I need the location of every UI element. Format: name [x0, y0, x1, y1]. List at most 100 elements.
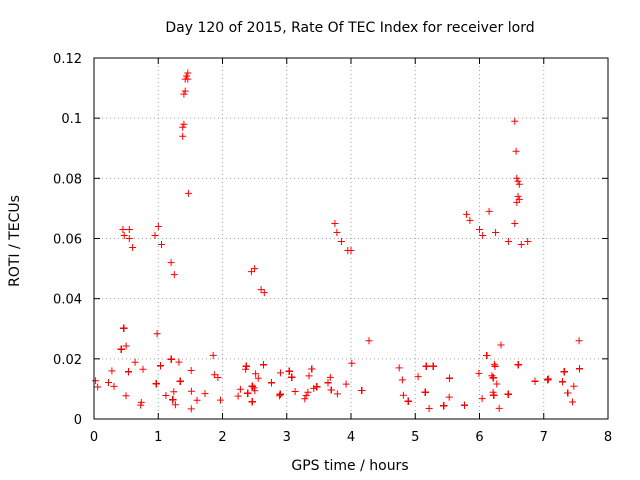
- data-point: [313, 383, 321, 391]
- data-point: [169, 396, 177, 404]
- data-point: [110, 382, 118, 390]
- data-point: [268, 379, 275, 387]
- data-point: [183, 72, 190, 80]
- data-point: [324, 379, 332, 387]
- data-point: [485, 207, 493, 215]
- data-point: [570, 382, 578, 390]
- data-point: [152, 380, 160, 388]
- data-point: [395, 364, 403, 372]
- x-tick-label: 6: [475, 430, 483, 445]
- data-point: [209, 351, 217, 359]
- data-points: [92, 69, 583, 413]
- data-point: [483, 352, 491, 359]
- data-point: [310, 384, 318, 392]
- data-point: [489, 388, 497, 396]
- data-point: [157, 362, 164, 370]
- data-point: [120, 232, 128, 239]
- data-point: [276, 392, 283, 400]
- data-point: [187, 367, 195, 374]
- data-point: [254, 374, 262, 382]
- data-point: [308, 365, 316, 373]
- data-point: [187, 405, 195, 413]
- data-point: [180, 120, 188, 128]
- data-point: [358, 387, 366, 394]
- data-point: [475, 369, 483, 377]
- data-point: [301, 395, 309, 403]
- x-axis-title: GPS time / hours: [291, 458, 408, 474]
- data-point: [125, 368, 132, 376]
- data-point: [531, 377, 539, 385]
- data-point: [429, 362, 437, 370]
- data-point: [514, 361, 522, 369]
- data-point: [158, 241, 165, 248]
- data-point: [560, 368, 568, 376]
- data-point: [399, 391, 407, 399]
- data-point: [288, 373, 296, 381]
- y-tick-label: 0.02: [53, 353, 82, 368]
- data-point: [151, 232, 159, 239]
- data-point: [404, 397, 412, 405]
- data-point: [260, 361, 267, 369]
- data-point: [463, 210, 471, 218]
- data-point: [466, 216, 474, 224]
- data-point: [365, 337, 373, 345]
- data-point: [171, 401, 179, 409]
- data-point: [524, 238, 532, 245]
- data-point: [576, 365, 583, 373]
- data-point: [513, 174, 521, 182]
- x-tick-label: 1: [154, 430, 162, 445]
- data-point: [167, 355, 175, 363]
- data-point: [108, 367, 116, 375]
- data-point: [176, 377, 184, 385]
- y-tick-label: 0: [74, 413, 82, 428]
- data-point: [348, 359, 356, 367]
- data-point: [154, 223, 162, 230]
- data-point: [92, 377, 100, 385]
- chart-title: Day 120 of 2015, Rate Of TEC Index for r…: [165, 20, 534, 36]
- data-point: [445, 393, 453, 401]
- data-point: [129, 244, 137, 251]
- data-point: [514, 177, 522, 185]
- data-point: [495, 404, 503, 412]
- data-point: [327, 386, 335, 394]
- data-point: [137, 401, 145, 409]
- data-point: [497, 341, 505, 349]
- x-tick-label: 4: [347, 430, 355, 445]
- data-point: [251, 387, 259, 395]
- x-tick-label: 2: [218, 430, 226, 445]
- grid-lines: [94, 58, 608, 419]
- data-point: [440, 402, 448, 410]
- data-point: [333, 229, 341, 236]
- data-point: [276, 390, 284, 398]
- x-tick-label: 0: [90, 430, 98, 445]
- data-point: [257, 286, 265, 294]
- data-point: [544, 375, 552, 383]
- data-point: [398, 376, 406, 384]
- data-point: [139, 365, 147, 373]
- data-point: [517, 241, 525, 248]
- data-point: [179, 132, 187, 140]
- data-point: [491, 362, 499, 370]
- data-point: [285, 367, 293, 375]
- axes: 0 1 2 3 4 5 6 7 8 0 0.02 0.04 0.06 0.08 0.1 0.12: [53, 52, 612, 445]
- data-point: [179, 123, 187, 131]
- data-point: [170, 271, 178, 279]
- data-point: [421, 388, 429, 396]
- data-point: [512, 147, 520, 155]
- data-point: [564, 389, 572, 397]
- data-point: [244, 389, 252, 397]
- data-point: [305, 372, 313, 380]
- data-point: [489, 374, 497, 382]
- data-point: [291, 388, 299, 395]
- data-point: [515, 180, 523, 188]
- data-point: [247, 268, 255, 276]
- data-point: [234, 392, 242, 400]
- data-point: [117, 345, 125, 353]
- data-point: [162, 392, 170, 399]
- data-point: [422, 362, 430, 370]
- data-point: [184, 189, 192, 197]
- data-point: [125, 235, 133, 242]
- data-point: [544, 376, 552, 384]
- data-point: [342, 380, 350, 388]
- data-point: [122, 392, 130, 400]
